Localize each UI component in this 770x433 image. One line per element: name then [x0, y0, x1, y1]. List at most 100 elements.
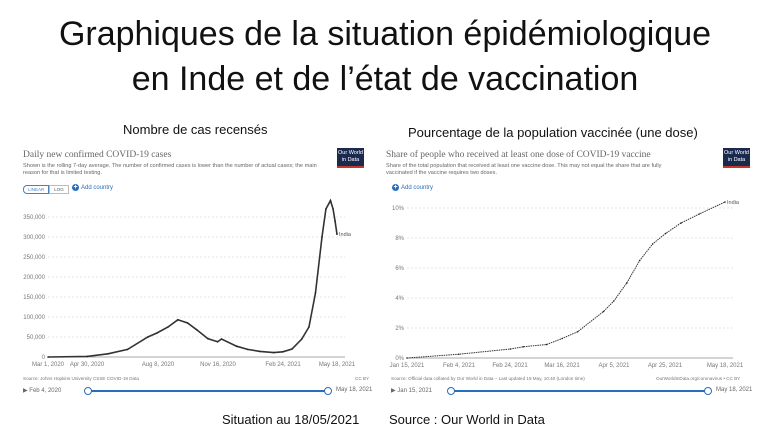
- x-tick-label: Mar 1, 2020: [32, 362, 65, 368]
- y-tick-label: 6%: [395, 266, 404, 272]
- data-point: [545, 343, 548, 346]
- slider-handle-start[interactable]: [84, 387, 92, 395]
- time-slider[interactable]: ▶ Feb 4, 2020 May 18, 2021: [23, 387, 372, 395]
- license: OurWorldInData.org/coronavirus • CC BY: [656, 376, 741, 381]
- add-country-label: Add country: [81, 185, 114, 191]
- data-point: [336, 233, 338, 235]
- data-point: [195, 329, 198, 331]
- cases-plot: 0 50,000 100,000 150,000 200,000 250,000 300,0…: [23, 198, 356, 368]
- data-point: [216, 341, 219, 343]
- x-tick-label: May 18, 2021: [319, 362, 356, 368]
- plus-icon: +: [392, 184, 399, 191]
- slide-title-line2: en Inde et de l’état de vaccination: [131, 60, 639, 98]
- chart-title: Daily new confirmed COVID-19 cases: [23, 150, 172, 160]
- slider-end: May 18, 2021: [336, 387, 373, 393]
- scale-toggle: LINEAR LOG: [23, 185, 69, 194]
- series-label: India: [727, 200, 740, 206]
- right-chart-label: Pourcentage de la population vaccinée (u…: [408, 125, 698, 140]
- data-point: [167, 326, 169, 328]
- add-country-button[interactable]: + Add country: [72, 184, 113, 191]
- owid-logo: Our World in Data: [723, 148, 750, 168]
- data-point: [509, 348, 512, 350]
- data-point: [625, 282, 628, 284]
- slider-track[interactable]: [448, 390, 710, 392]
- data-point: [235, 345, 238, 347]
- series-label: India: [339, 232, 352, 238]
- x-tick-label: Feb 4, 2021: [443, 363, 476, 369]
- data-point: [724, 201, 726, 203]
- slider-handle-end[interactable]: [704, 387, 712, 395]
- owid-logo: Our World in Data: [337, 148, 364, 168]
- y-tick-label: 300,000: [23, 235, 45, 241]
- y-tick-label: 2%: [395, 326, 404, 332]
- data-point: [282, 351, 284, 353]
- slider-start: Feb 4, 2020: [29, 388, 62, 394]
- data-point: [246, 348, 249, 351]
- footer-source: Source : Our World in Data: [389, 412, 545, 427]
- y-tick-label: 8%: [395, 236, 404, 242]
- series-line-india: [406, 201, 726, 359]
- data-point: [406, 357, 408, 359]
- x-tick-label: Apr 25, 2021: [648, 363, 683, 369]
- data-point: [613, 300, 615, 302]
- add-country-label: Add country: [401, 185, 434, 191]
- data-point: [186, 322, 189, 324]
- vaccination-chart-panel: Share of people who received at least on…: [378, 145, 758, 402]
- y-tick-label: 150,000: [23, 295, 45, 301]
- play-icon[interactable]: ▶: [391, 388, 396, 394]
- data-point: [325, 208, 327, 210]
- data-point: [291, 348, 293, 350]
- data-point: [147, 336, 149, 338]
- slider-handle-end[interactable]: [324, 387, 332, 395]
- data-point: [86, 355, 88, 358]
- time-slider[interactable]: ▶ Jan 15, 2021 May 18, 2021: [391, 387, 756, 395]
- data-point: [664, 232, 667, 235]
- x-tick-label: Mar 16, 2021: [544, 363, 580, 369]
- slider-track[interactable]: [85, 390, 330, 392]
- slider-end: May 18, 2021: [716, 387, 753, 393]
- x-tick-label: Apr 5, 2021: [598, 363, 630, 369]
- data-point: [638, 259, 641, 262]
- data-point: [334, 220, 336, 222]
- x-tick-label: Apr 30, 2020: [70, 362, 105, 368]
- y-tick-label: 4%: [395, 296, 404, 302]
- data-point: [177, 319, 179, 321]
- x-tick-label: Nov 16, 2020: [200, 362, 236, 368]
- data-point: [207, 337, 209, 340]
- vaccination-plot: 0% 2% 4% 6% 8% 10% Jan 15, 2021 Feb 4, 2021 Feb …: [390, 200, 744, 369]
- data-point: [272, 351, 275, 354]
- x-tick-label: Feb 24, 2021: [265, 362, 301, 368]
- y-tick-label: 10%: [392, 206, 405, 212]
- x-tick-label: Feb 24, 2021: [492, 363, 528, 369]
- data-point: [47, 356, 49, 358]
- y-tick-label: 200,000: [23, 275, 45, 281]
- chart-subtitle: Share of the total population that recei…: [386, 163, 662, 176]
- data-point: [561, 337, 563, 340]
- data-point: [698, 213, 700, 215]
- license: CC BY: [355, 376, 370, 381]
- y-tick-label: 350,000: [23, 215, 45, 221]
- cases-chart-panel: Daily new confirmed COVID-19 cases Shown…: [15, 145, 372, 402]
- y-tick-label: 100,000: [23, 315, 45, 321]
- y-tick-label: 0: [42, 355, 46, 361]
- data-point: [107, 353, 109, 355]
- data-point: [680, 222, 682, 224]
- linear-button[interactable]: LINEAR: [23, 185, 50, 194]
- add-country-button[interactable]: + Add country: [392, 184, 433, 191]
- data-point: [156, 332, 158, 334]
- data-point: [602, 310, 605, 313]
- play-icon[interactable]: ▶: [23, 388, 28, 394]
- data-point: [300, 338, 303, 340]
- plus-icon: +: [72, 184, 79, 191]
- data-point: [126, 348, 129, 351]
- x-tick-label: Jan 15, 2021: [390, 363, 425, 369]
- log-button[interactable]: LOG: [49, 185, 69, 194]
- y-tick-label: 50,000: [27, 335, 46, 341]
- data-point: [220, 338, 223, 340]
- left-chart-label: Nombre de cas recensés: [123, 122, 268, 137]
- slider-handle-start[interactable]: [447, 387, 455, 395]
- y-tick-label: 250,000: [23, 255, 45, 261]
- data-point: [321, 236, 323, 238]
- series-line-india: [47, 198, 338, 358]
- data-point: [457, 353, 460, 356]
